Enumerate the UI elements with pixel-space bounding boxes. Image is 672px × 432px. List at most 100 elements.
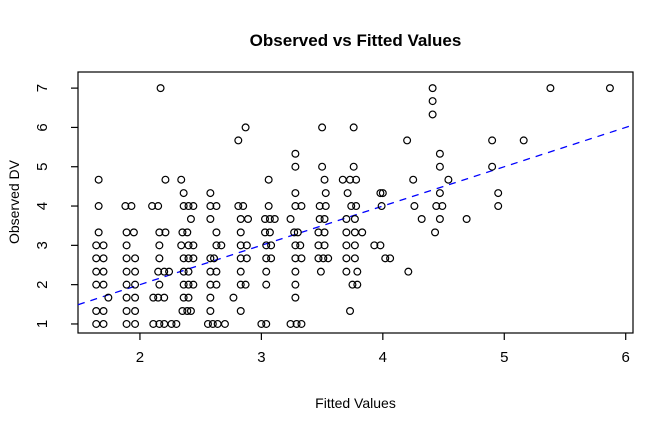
scatter-point <box>212 241 221 250</box>
scatter-point <box>155 241 164 250</box>
scatter-point <box>236 306 245 315</box>
scatter-point <box>122 293 131 302</box>
scatter-point <box>291 162 300 171</box>
scatter-point <box>155 280 164 289</box>
scatter-point <box>444 175 453 184</box>
scatter-point <box>184 280 193 289</box>
scatter-point <box>435 162 444 171</box>
y-tick-label: 4 <box>34 202 51 210</box>
scatter-point <box>438 202 447 211</box>
scatter-point <box>488 162 497 171</box>
scatter-point <box>148 202 157 211</box>
scatter-point <box>161 175 170 184</box>
scatter-point <box>410 202 419 211</box>
scatter-point <box>92 254 101 263</box>
scatter-point <box>349 123 358 132</box>
scatter-point <box>409 175 418 184</box>
scatter-point <box>324 254 333 263</box>
scatter-point <box>314 228 323 237</box>
scatter-point <box>286 319 295 328</box>
scatter-point <box>99 267 108 276</box>
scatter-point <box>165 267 174 276</box>
scatter-point <box>297 319 306 328</box>
x-tick-label: 4 <box>379 349 387 366</box>
scatter-point <box>342 215 351 224</box>
scatter-point <box>350 215 359 224</box>
scatter-point <box>350 254 359 263</box>
scatter-point <box>94 175 103 184</box>
scatter-point <box>432 202 441 211</box>
scatter-point <box>244 215 253 224</box>
y-tick-label: 3 <box>34 241 51 249</box>
scatter-point <box>236 241 245 250</box>
scatter-point <box>184 267 193 276</box>
scatter-point <box>241 280 250 289</box>
y-tick-label: 7 <box>34 84 51 92</box>
scatter-point <box>370 241 379 250</box>
scatter-point <box>291 280 300 289</box>
scatter-point <box>350 241 359 250</box>
scatter-point <box>342 241 351 250</box>
scatter-point <box>179 267 188 276</box>
scatter-point <box>99 306 108 315</box>
y-tick-label: 2 <box>34 280 51 288</box>
scatter-point <box>92 267 101 276</box>
scatter-point <box>206 202 215 211</box>
scatter-point <box>179 293 188 302</box>
scatter-point <box>546 84 555 93</box>
scatter-point <box>435 149 444 158</box>
scatter-point <box>131 280 140 289</box>
x-axis-label: Fitted Values <box>315 395 396 411</box>
scatter-point <box>353 267 362 276</box>
scatter-point <box>99 280 108 289</box>
scatter-point <box>262 241 271 250</box>
scatter-point <box>203 319 212 328</box>
scatter-point <box>178 228 187 237</box>
scatter-point <box>129 228 138 237</box>
scatter-point <box>381 254 390 263</box>
scatter-point <box>318 123 327 132</box>
scatter-point <box>353 280 362 289</box>
scatter-point <box>349 162 358 171</box>
scatter-point <box>321 202 330 211</box>
plot-border <box>77 71 634 334</box>
scatter-point <box>236 215 245 224</box>
scatter-point <box>161 228 170 237</box>
scatter-point <box>264 175 273 184</box>
scatter-point <box>121 202 130 211</box>
scatter-point <box>131 254 140 263</box>
scatter-point <box>131 293 140 302</box>
scatter-point <box>352 202 361 211</box>
scatter-point <box>99 319 108 328</box>
scatter-point <box>321 189 330 198</box>
scatter-point <box>160 293 169 302</box>
scatter-point <box>261 215 270 224</box>
x-tick-label: 2 <box>136 349 144 366</box>
scatter-point <box>184 241 193 250</box>
scatter-point <box>241 123 250 132</box>
scatter-point <box>435 189 444 198</box>
scatter-point <box>154 267 163 276</box>
scatter-point <box>316 267 325 276</box>
scatter-point <box>403 136 412 145</box>
scatter-point <box>265 215 274 224</box>
scatter-point <box>236 228 245 237</box>
scatter-point <box>314 241 323 250</box>
scatter-point <box>236 267 245 276</box>
scatter-point <box>183 228 192 237</box>
scatter-point <box>348 280 357 289</box>
scatter-point <box>417 215 426 224</box>
scatter-point <box>342 228 351 237</box>
scatter-point <box>315 215 324 224</box>
scatter-point <box>206 267 215 276</box>
scatter-point <box>346 175 355 184</box>
scatter-point <box>320 175 329 184</box>
scatter-point <box>149 319 158 328</box>
scatter-point <box>270 215 279 224</box>
x-tick-label: 6 <box>622 349 630 366</box>
scatter-point <box>352 175 361 184</box>
scatter-point <box>178 306 187 315</box>
scatter-point <box>267 241 276 250</box>
scatter-point <box>377 202 386 211</box>
